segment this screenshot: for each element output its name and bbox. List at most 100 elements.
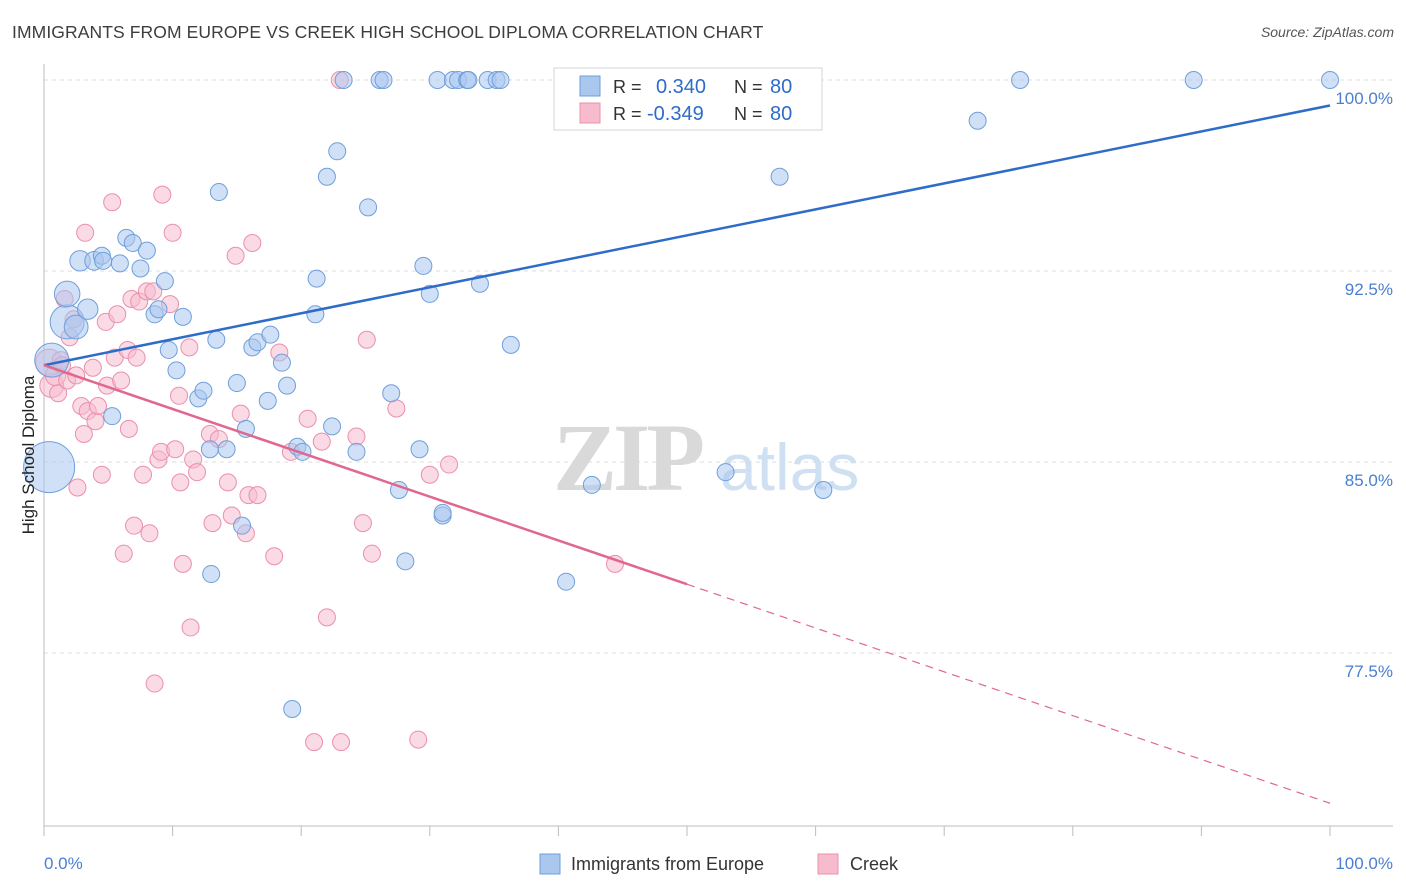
creek-point-71 [347, 427, 366, 446]
europe-point-67 [491, 71, 510, 89]
europe-point-78 [1184, 71, 1203, 89]
legend-r-label-creek: R = [613, 104, 642, 124]
europe-point-35 [261, 325, 280, 344]
europe-point-56 [420, 284, 439, 303]
creek-point-70 [332, 733, 351, 752]
creek-point-67 [312, 432, 331, 451]
creek-point-33 [134, 465, 153, 484]
trend-line-creek-extrapolated [686, 583, 1331, 804]
europe-point-36 [272, 353, 291, 372]
europe-point-23 [194, 381, 213, 400]
creek-point-44 [170, 386, 189, 405]
europe-point-26 [207, 330, 226, 349]
europe-point-15 [137, 241, 156, 260]
y-tick-label-2: 92.5% [1345, 280, 1393, 299]
europe-point-76 [968, 111, 987, 130]
europe-point-20 [167, 361, 186, 380]
creek-point-11 [68, 478, 87, 497]
europe-point-74 [770, 167, 789, 186]
europe-point-54 [410, 440, 429, 459]
europe-point-64 [470, 274, 489, 293]
europe-point-18 [155, 272, 174, 291]
x-tick-label-min: 0.0% [44, 854, 83, 873]
creek-point-73 [357, 330, 376, 349]
europe-point-44 [323, 417, 342, 436]
europe-point-59 [433, 503, 452, 522]
europe-point-45 [328, 142, 347, 161]
y-axis-label: High School Diploma [19, 375, 38, 534]
creek-point-31 [127, 348, 146, 367]
europe-point-43 [317, 167, 336, 186]
europe-point-19 [159, 340, 178, 359]
europe-point-10 [103, 407, 122, 426]
europe-point-48 [359, 198, 378, 217]
creek-point-72 [353, 514, 372, 533]
europe-point-51 [382, 384, 401, 403]
creek-point-17 [86, 412, 105, 431]
legend-n-label-europe: N = [734, 77, 763, 97]
creek-point-74 [362, 544, 381, 563]
trend-line-creek [43, 364, 688, 586]
europe-point-57 [428, 71, 447, 89]
europe-point-53 [396, 552, 415, 571]
europe-point-34 [258, 391, 277, 410]
y-tick-label-3: 100.0% [1335, 89, 1393, 108]
creek-point-25 [112, 371, 131, 390]
axes [43, 64, 1393, 836]
creek-point-43 [166, 440, 185, 459]
legend-n-value-europe: 80 [770, 76, 792, 98]
europe-point-4 [63, 314, 89, 340]
y-tick-label-1: 85.0% [1345, 471, 1393, 490]
legend-n-value-creek: 80 [770, 103, 792, 125]
europe-point-9 [94, 251, 113, 270]
watermark-atlas: atlas [720, 430, 859, 504]
creek-point-35 [140, 524, 159, 543]
legend-r-label-europe: R = [613, 77, 642, 97]
legend-swatch-creek [579, 102, 601, 124]
creek-point-47 [180, 338, 199, 357]
creek-point-54 [218, 473, 237, 492]
europe-point-13 [123, 233, 142, 252]
creek-point-26 [114, 544, 133, 563]
trend-lines [43, 104, 1331, 804]
legend-r-value-europe: 0.340 [656, 76, 706, 98]
bottom-legend-label-creek: Creek [850, 854, 899, 874]
creek-point-77 [420, 465, 439, 484]
creek-point-56 [226, 246, 245, 265]
europe-point-42 [307, 269, 326, 288]
europe-point-63 [459, 71, 478, 89]
creek-point-76 [409, 730, 428, 749]
creek-point-18 [89, 396, 108, 415]
europe-point-77 [1011, 71, 1030, 89]
creek-point-19 [92, 465, 111, 484]
legend-swatch-europe [579, 75, 601, 97]
creek-point-40 [153, 185, 172, 204]
europe-point-47 [347, 442, 366, 461]
bottom-legend-label-europe: Immigrants from Europe [571, 854, 764, 874]
creek-point-66 [305, 733, 324, 752]
creek-point-78 [440, 455, 459, 474]
watermark-zip: ZIP [553, 404, 702, 511]
europe-point-3 [53, 280, 81, 308]
europe-point-55 [414, 256, 433, 275]
legend-r-value-creek: -0.349 [647, 103, 704, 125]
series-creek-points [35, 71, 624, 752]
europe-point-27 [209, 183, 228, 202]
creek-point-14 [76, 223, 95, 242]
creek-point-30 [125, 516, 144, 535]
y-tick-label-0: 77.5% [1345, 662, 1393, 681]
creek-point-52 [203, 514, 222, 533]
trend-line-europe [43, 104, 1331, 367]
europe-point-71 [582, 475, 601, 494]
chart-title: IMMIGRANTS FROM EUROPE VS CREEK HIGH SCH… [12, 22, 764, 42]
europe-point-68 [501, 335, 520, 354]
creek-point-28 [119, 419, 138, 438]
creek-point-62 [265, 547, 284, 566]
series-legend: Immigrants from Europe Creek [539, 853, 899, 875]
creek-point-37 [145, 674, 164, 693]
europe-point-21 [173, 307, 192, 326]
creek-point-22 [103, 193, 122, 212]
europe-point-24 [200, 440, 219, 459]
creek-point-13 [74, 424, 93, 443]
europe-point-38 [283, 700, 302, 719]
